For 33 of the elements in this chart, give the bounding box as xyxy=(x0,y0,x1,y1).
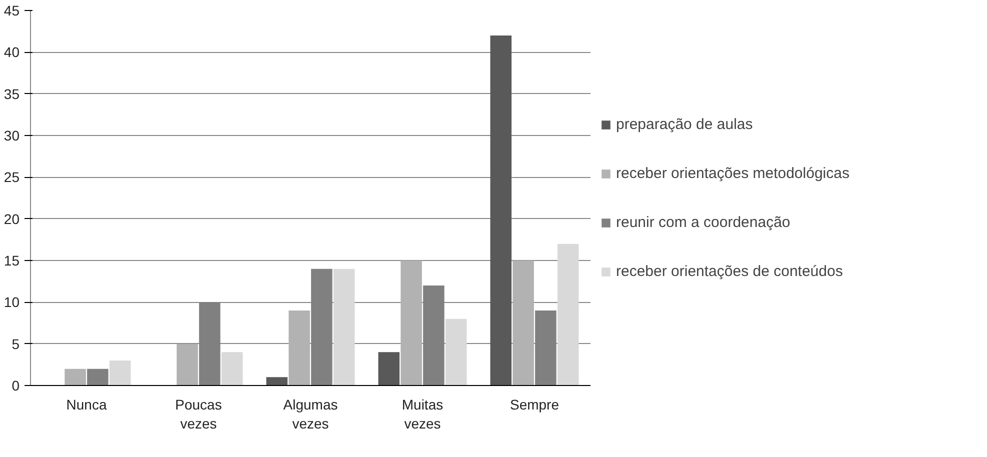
y-tick-label: 35 xyxy=(4,86,20,102)
y-tick-label: 45 xyxy=(4,2,20,18)
legend-label: receber orientações metodológicas xyxy=(616,164,850,182)
bar xyxy=(333,268,355,386)
legend-label: reunir com a coordenação xyxy=(616,214,790,230)
bar xyxy=(490,36,512,386)
x-tick-label: Nunca xyxy=(66,396,107,412)
x-tick-label: Muitas vezes xyxy=(402,396,444,432)
y-tick-label: 10 xyxy=(4,294,20,310)
y-tick-label: 0 xyxy=(12,378,20,394)
bar xyxy=(288,310,310,386)
bar xyxy=(64,368,86,386)
x-tick-label: Algumas vezes xyxy=(283,396,338,432)
y-tick-label: 40 xyxy=(4,44,20,60)
bar xyxy=(445,318,467,386)
x-tick-label: Poucas vezes xyxy=(175,396,222,432)
bar xyxy=(87,368,108,386)
legend-label: receber orientações de conteúdos xyxy=(616,262,843,280)
y-tick-label: 15 xyxy=(4,252,20,268)
y-tick-label: 5 xyxy=(12,336,20,352)
x-tick-label: Sempre xyxy=(510,396,560,412)
bar xyxy=(176,344,198,386)
legend-label: preparação de aulas xyxy=(616,116,753,132)
y-tick-label: 20 xyxy=(4,210,20,227)
bar xyxy=(557,244,579,386)
bar xyxy=(378,352,400,386)
bar xyxy=(400,260,422,386)
y-tick-label: 30 xyxy=(4,128,20,144)
bar xyxy=(109,360,131,386)
y-tick-label: 25 xyxy=(4,169,20,186)
bar xyxy=(266,377,288,386)
bar xyxy=(512,260,534,386)
bar xyxy=(221,352,243,386)
